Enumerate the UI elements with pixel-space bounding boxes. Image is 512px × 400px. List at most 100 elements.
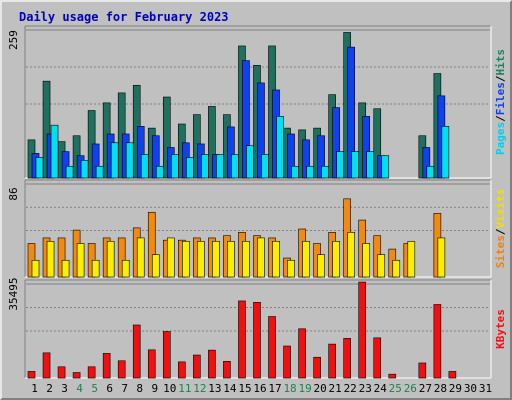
bar-pages-22 — [351, 151, 359, 179]
x-tick-label-14: 14 — [223, 382, 237, 395]
bar-kbytes-5 — [87, 366, 96, 379]
x-tick-label-3: 3 — [61, 382, 68, 395]
bar-visits-25 — [392, 259, 401, 278]
bar-visits-11 — [182, 240, 190, 278]
bar-kbytes-13 — [208, 349, 216, 379]
bar-pages-21 — [336, 151, 344, 179]
bar-kbytes-25 — [388, 373, 397, 379]
x-tick-label-15: 15 — [238, 382, 251, 395]
x-tick-label-26: 26 — [404, 382, 417, 395]
bar-hits-2 — [42, 80, 51, 179]
bar-visits-14 — [227, 240, 235, 278]
bar-kbytes-3 — [57, 366, 66, 379]
x-tick-label-28: 28 — [434, 382, 447, 395]
bar-pages-2 — [50, 124, 59, 179]
bar-files-23 — [362, 116, 371, 179]
bar-pages-11 — [186, 157, 194, 179]
legend-label-visits: Visits — [494, 189, 507, 229]
bar-pages-9 — [155, 165, 164, 179]
bar-kbytes-16 — [253, 302, 261, 379]
bar-pages-17 — [276, 116, 284, 179]
bar-files-20 — [317, 135, 325, 179]
bar-pages-19 — [306, 165, 314, 179]
axis-legend-top: Pages/Files/Hits — [494, 49, 507, 155]
x-tick-label-24: 24 — [374, 382, 388, 395]
bar-files-9 — [151, 135, 160, 179]
legend-label-slash: / — [494, 228, 507, 235]
x-tick-label-6: 6 — [106, 382, 113, 395]
bar-kbytes-12 — [193, 354, 201, 379]
x-tick-label-1: 1 — [31, 382, 38, 395]
x-tick-label-16: 16 — [253, 382, 266, 395]
bar-visits-26 — [407, 240, 416, 278]
x-tick-label-25: 25 — [389, 382, 402, 395]
bar-pages-20 — [321, 165, 329, 179]
bar-kbytes-24 — [373, 337, 382, 379]
bar-sites-9 — [147, 211, 156, 278]
x-tick-label-2: 2 — [46, 382, 53, 395]
bar-files-18 — [287, 133, 295, 179]
bar-pages-23 — [366, 151, 375, 179]
legend-label-hits: Hits — [494, 49, 507, 76]
legend-label-pages: Pages — [494, 122, 507, 155]
bar-pages-12 — [201, 154, 209, 179]
bar-visits-13 — [212, 240, 220, 278]
bar-kbytes-14 — [223, 361, 231, 379]
bar-kbytes-8 — [132, 324, 141, 379]
bar-visits-9 — [151, 254, 160, 278]
bar-kbytes-23 — [358, 281, 367, 379]
x-tick-label-5: 5 — [91, 382, 98, 395]
axis-legend-bottom: KBytes — [494, 309, 507, 349]
bar-sites-3 — [57, 237, 66, 278]
bar-kbytes-19 — [298, 328, 306, 379]
bar-hits-24 — [373, 108, 382, 179]
x-tick-label-7: 7 — [121, 382, 128, 395]
bar-kbytes-18 — [283, 345, 291, 379]
bar-visits-10 — [166, 237, 175, 278]
bar-kbytes-10 — [162, 331, 171, 379]
bar-pages-3 — [65, 165, 74, 179]
x-tick-label-8: 8 — [136, 382, 143, 395]
bar-kbytes-27 — [418, 362, 427, 379]
bar-hits-13 — [208, 106, 216, 179]
chart-title: Daily usage for February 2023 — [19, 10, 229, 24]
legend-label-slash: / — [494, 75, 507, 82]
ymax-label-middle: 86 — [7, 187, 20, 200]
x-tick-label-22: 22 — [344, 382, 357, 395]
x-tick-label-20: 20 — [314, 382, 327, 395]
x-tick-label-27: 27 — [419, 382, 432, 395]
bar-pages-1 — [35, 157, 44, 179]
x-tick-label-12: 12 — [193, 382, 206, 395]
bar-files-21 — [332, 107, 340, 179]
bar-visits-7 — [121, 259, 130, 278]
bar-kbytes-1 — [27, 371, 36, 379]
bar-visits-15 — [242, 240, 250, 278]
bar-pages-4 — [80, 160, 89, 179]
bar-kbytes-6 — [102, 353, 111, 379]
legend-label-sites: Sites — [494, 235, 507, 268]
bar-visits-19 — [302, 240, 310, 278]
bar-kbytes-2 — [42, 352, 51, 379]
bar-kbytes-15 — [238, 300, 246, 379]
bar-kbytes-29 — [448, 371, 457, 379]
bar-visits-24 — [377, 254, 386, 278]
x-tick-label-31: 31 — [479, 382, 492, 395]
bar-pages-7 — [125, 142, 134, 179]
ymax-label-bottom: 35495 — [7, 277, 20, 310]
bar-visits-18 — [287, 259, 295, 278]
bar-visits-4 — [76, 243, 85, 278]
bar-visits-16 — [257, 237, 265, 278]
bar-pages-16 — [261, 154, 269, 179]
bar-pages-8 — [140, 154, 149, 179]
bar-pages-14 — [231, 154, 239, 179]
bar-visits-23 — [362, 243, 371, 278]
bar-files-14 — [227, 126, 235, 179]
bar-visits-28 — [437, 237, 446, 278]
x-tick-label-18: 18 — [283, 382, 296, 395]
bar-pages-6 — [110, 142, 119, 179]
bar-visits-20 — [317, 254, 325, 278]
bar-hits-10 — [162, 96, 171, 179]
bar-pages-15 — [246, 145, 254, 179]
bar-kbytes-9 — [147, 349, 156, 379]
